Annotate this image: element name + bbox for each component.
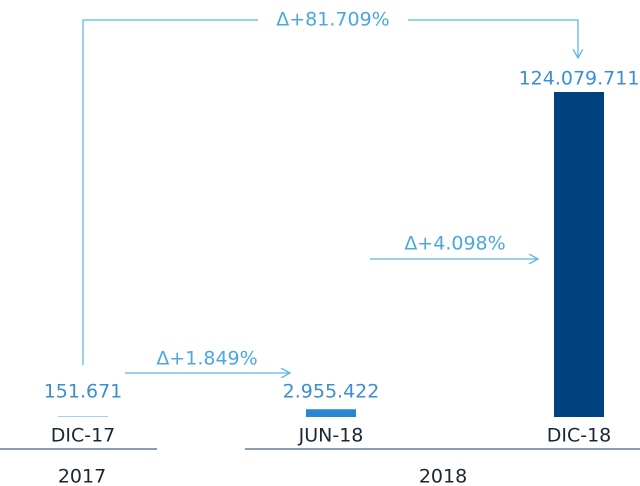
- bar: [554, 92, 604, 417]
- value-label: 2.955.422: [283, 381, 380, 403]
- x-tick-label: DIC-17: [51, 425, 116, 447]
- group-label: 2018: [419, 466, 467, 486]
- value-label: 124.079.711: [519, 68, 640, 90]
- annotation: Δ+81.709%: [276, 9, 389, 31]
- value-label: 151.671: [44, 381, 123, 403]
- annotation: Δ+4.098%: [404, 233, 505, 255]
- bar: [306, 409, 356, 417]
- x-tick-label: DIC-18: [547, 425, 612, 447]
- group-label: 2017: [58, 466, 106, 486]
- arrow: [82, 19, 578, 365]
- x-tick-label: JUN-18: [298, 425, 364, 447]
- annotation: Δ+1.849%: [156, 348, 257, 370]
